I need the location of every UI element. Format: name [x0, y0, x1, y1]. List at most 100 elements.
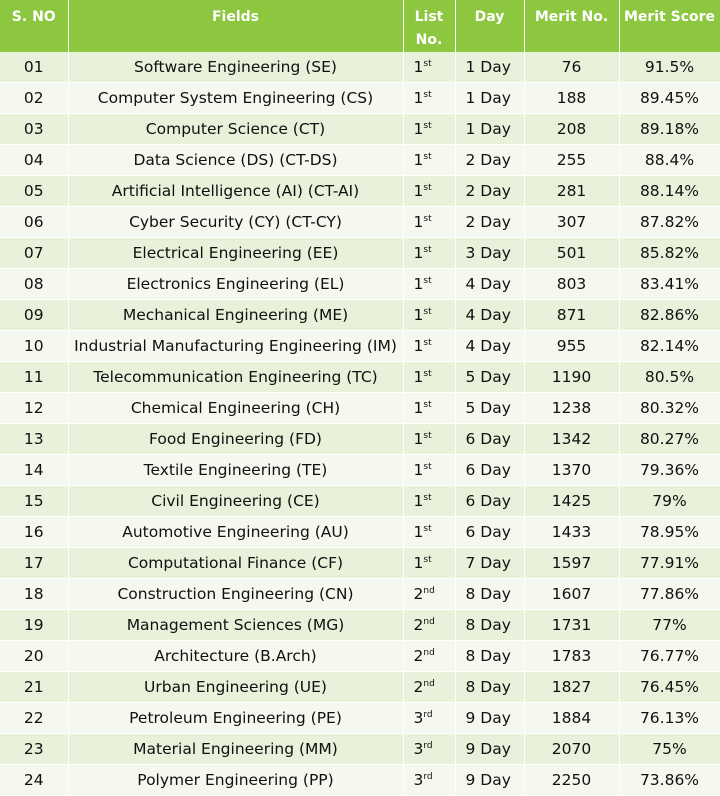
table-row: 18 Construction Engineering (CN) 2nd 8 Day 1… [0, 578, 720, 610]
cell-field: Textile Engineering (TE) [68, 454, 404, 486]
cell-sno: 24 [0, 764, 69, 796]
cell-merit-no: 281 [524, 175, 620, 207]
list-ordinal-suffix: rd [423, 772, 433, 782]
cell-merit-score: 80.27% [619, 423, 720, 455]
list-number: 2 [413, 678, 424, 696]
header-day: Day [455, 0, 525, 52]
cell-merit-score: 75% [619, 733, 720, 765]
cell-list-no: 3rd [403, 702, 456, 734]
cell-field: Electrical Engineering (EE) [68, 237, 404, 269]
cell-list-no: 1st [403, 52, 456, 83]
cell-day: 1 Day [455, 52, 525, 83]
cell-list-no: 1st [403, 485, 456, 517]
table-row: 24 Polymer Engineering (PP) 3rd 9 Day 2250 73… [0, 764, 720, 796]
cell-list-no: 2nd [403, 671, 456, 703]
cell-field: Civil Engineering (CE) [68, 485, 404, 517]
cell-merit-score: 76.13% [619, 702, 720, 734]
header-row: S. NO Fields List No. Day Merit No. Meri… [0, 0, 720, 52]
header-list-line2: No. [415, 32, 443, 48]
cell-field: Material Engineering (MM) [68, 733, 404, 765]
cell-list-no: 1st [403, 175, 456, 207]
cell-sno: 14 [0, 454, 69, 486]
list-number: 2 [413, 616, 424, 634]
table-row: 07 Electrical Engineering (EE) 1st 3 Day 501… [0, 237, 720, 269]
cell-list-no: 1st [403, 547, 456, 579]
table-row: 11 Telecommunication Engineering (TC) 1st 5… [0, 361, 720, 393]
cell-day: 8 Day [455, 640, 525, 672]
header-day-label: Day [474, 9, 505, 25]
cell-merit-score: 88.4% [619, 144, 720, 176]
list-ordinal-suffix: st [423, 121, 432, 131]
cell-list-no: 1st [403, 330, 456, 362]
list-ordinal-suffix: nd [423, 679, 435, 689]
list-number: 1 [413, 151, 424, 169]
cell-sno: 23 [0, 733, 69, 765]
header-merit-score: Merit Score [619, 0, 720, 52]
cell-merit-score: 77% [619, 609, 720, 641]
list-number: 1 [413, 337, 424, 355]
table-row: 12 Chemical Engineering (CH) 1st 5 Day 1238 8… [0, 392, 720, 424]
list-ordinal-suffix: nd [423, 648, 435, 658]
cell-list-no: 3rd [403, 764, 456, 796]
cell-sno: 05 [0, 175, 69, 207]
cell-field: Food Engineering (FD) [68, 423, 404, 455]
cell-day: 6 Day [455, 454, 525, 486]
cell-list-no: 1st [403, 268, 456, 300]
cell-day: 1 Day [455, 82, 525, 114]
cell-sno: 13 [0, 423, 69, 455]
cell-sno: 01 [0, 52, 69, 83]
cell-list-no: 1st [403, 392, 456, 424]
list-ordinal-suffix: st [423, 555, 432, 565]
table-row: 02 Computer System Engineering (CS) 1st 1 D… [0, 82, 720, 114]
table-row: 20 Architecture (B.Arch) 2nd 8 Day 1783 76.77… [0, 640, 720, 672]
table-row: 14 Textile Engineering (TE) 1st 6 Day 1370 79… [0, 454, 720, 486]
cell-day: 8 Day [455, 671, 525, 703]
list-number: 2 [413, 585, 424, 603]
cell-sno: 02 [0, 82, 69, 114]
cell-day: 4 Day [455, 330, 525, 362]
cell-field: Artificial Intelligence (AI) (CT-AI) [68, 175, 404, 207]
list-ordinal-suffix: rd [423, 741, 433, 751]
list-number: 3 [413, 771, 424, 789]
cell-merit-score: 89.18% [619, 113, 720, 145]
cell-list-no: 1st [403, 299, 456, 331]
list-number: 1 [413, 554, 424, 572]
list-number: 1 [413, 461, 424, 479]
list-number: 1 [413, 492, 424, 510]
cell-day: 9 Day [455, 733, 525, 765]
cell-day: 6 Day [455, 423, 525, 455]
cell-day: 9 Day [455, 764, 525, 796]
cell-day: 5 Day [455, 361, 525, 393]
header-fields: Fields [68, 0, 404, 52]
cell-field: Polymer Engineering (PP) [68, 764, 404, 796]
cell-merit-no: 307 [524, 206, 620, 238]
table-row: 17 Computational Finance (CF) 1st 7 Day 1597… [0, 547, 720, 579]
cell-sno: 08 [0, 268, 69, 300]
list-number: 1 [413, 523, 424, 541]
cell-day: 4 Day [455, 299, 525, 331]
list-ordinal-suffix: st [423, 214, 432, 224]
table-row: 05 Artificial Intelligence (AI) (CT-AI) 1s… [0, 175, 720, 207]
header-sno: S. NO [0, 0, 69, 52]
cell-list-no: 2nd [403, 609, 456, 641]
cell-list-no: 1st [403, 113, 456, 145]
cell-merit-no: 2070 [524, 733, 620, 765]
cell-sno: 07 [0, 237, 69, 269]
cell-field: Telecommunication Engineering (TC) [68, 361, 404, 393]
cell-day: 5 Day [455, 392, 525, 424]
list-ordinal-suffix: st [423, 59, 432, 69]
cell-sno: 12 [0, 392, 69, 424]
cell-merit-no: 871 [524, 299, 620, 331]
list-number: 3 [413, 740, 424, 758]
cell-merit-no: 1783 [524, 640, 620, 672]
header-merit-no-label: Merit No. [534, 9, 609, 25]
table-row: 21 Urban Engineering (UE) 2nd 8 Day 1827 76.4… [0, 671, 720, 703]
cell-merit-no: 501 [524, 237, 620, 269]
cell-sno: 17 [0, 547, 69, 579]
cell-list-no: 2nd [403, 640, 456, 672]
table-row: 16 Automotive Engineering (AU) 1st 6 Day 143… [0, 516, 720, 548]
cell-merit-no: 1238 [524, 392, 620, 424]
list-number: 1 [413, 120, 424, 138]
cell-field: Industrial Manufacturing Engineering (IM… [68, 330, 404, 362]
cell-merit-score: 85.82% [619, 237, 720, 269]
